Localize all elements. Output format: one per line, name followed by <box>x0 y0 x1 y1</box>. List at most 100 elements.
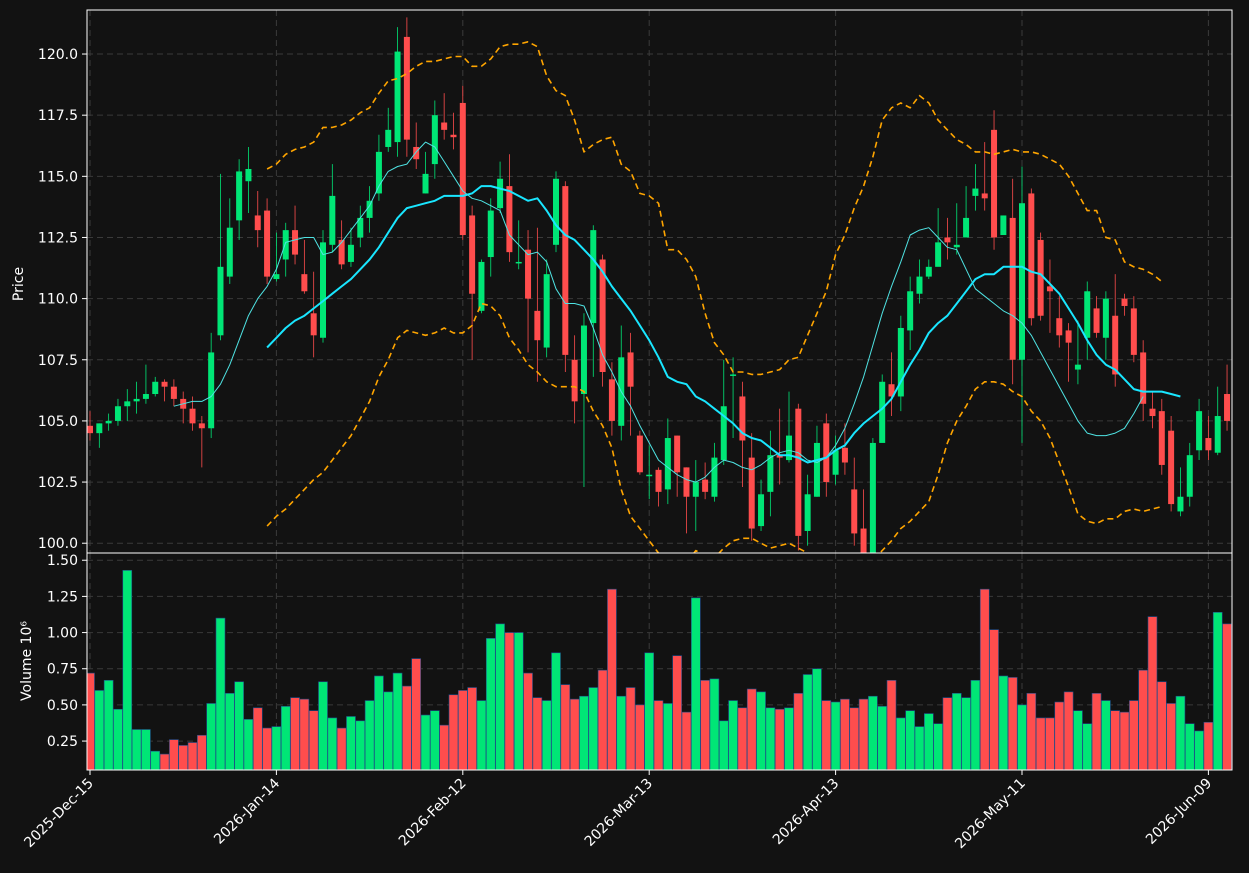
volume-bar <box>756 691 766 770</box>
volume-bar <box>271 726 282 770</box>
volume-bar <box>280 706 291 770</box>
volume-bar <box>644 652 655 770</box>
volume-bar <box>1166 703 1176 770</box>
volume-bar <box>159 753 170 770</box>
candle-body <box>1214 416 1221 453</box>
volume-bar <box>802 674 813 770</box>
candle-body <box>338 239 345 265</box>
volume-bar <box>718 720 729 770</box>
price-tick-label: 112.5 <box>38 230 78 246</box>
volume-bar <box>327 717 338 770</box>
candle-body <box>189 408 196 424</box>
candle-body <box>1168 430 1175 505</box>
volume-bar <box>290 697 300 770</box>
candle-body <box>1140 352 1147 404</box>
candle-body <box>692 482 699 497</box>
candle-body <box>636 435 643 473</box>
candle-body <box>506 186 513 253</box>
volume-y-axis: 0.25 0.50 0.75 1.00 1.25 1.50 <box>47 553 87 750</box>
volume-bar <box>1175 695 1186 770</box>
candle-body <box>431 115 438 165</box>
candle-body <box>730 374 737 376</box>
volume-bar <box>616 695 627 770</box>
moving-average-short-line <box>173 141 1144 483</box>
volume-bar <box>178 745 188 770</box>
candle-body <box>1130 308 1137 355</box>
volume-bar <box>439 724 449 770</box>
volume-bar <box>998 675 1009 770</box>
candle-body <box>916 276 923 294</box>
candle-body <box>301 274 308 292</box>
candle-body <box>571 359 578 402</box>
volume-bar <box>308 710 319 770</box>
candle-body <box>935 242 942 267</box>
volume-tick-label: 0.50 <box>47 698 78 714</box>
candle-body <box>702 479 709 492</box>
volume-bar <box>113 708 123 770</box>
volume-bar <box>504 632 515 770</box>
candle-body <box>786 435 792 461</box>
volume-bar <box>485 638 496 770</box>
candle-body <box>124 401 131 407</box>
candle-body <box>282 230 289 260</box>
candle-body <box>1028 193 1035 319</box>
volume-bar <box>103 680 114 770</box>
candle-body <box>469 215 476 294</box>
candle-body <box>1000 215 1007 236</box>
candle-body <box>655 469 662 492</box>
candle-body <box>1093 308 1100 333</box>
volume-bar <box>150 750 161 770</box>
candle-body <box>357 217 364 238</box>
candle-body <box>599 259 606 372</box>
candle-body <box>664 438 671 490</box>
candle-body <box>1196 411 1203 451</box>
candle-body <box>590 230 597 324</box>
candle-body <box>403 36 410 140</box>
volume-bar <box>1026 693 1037 770</box>
price-tick-label: 110.0 <box>38 292 78 308</box>
volume-bar <box>402 685 412 770</box>
candle-body <box>562 186 569 355</box>
volume-bar <box>187 742 198 770</box>
volume-panel: 0.25 0.50 0.75 1.00 1.25 1.50 Volume 10⁶ <box>19 552 1233 771</box>
candle-body <box>1224 394 1231 421</box>
volume-bar <box>914 726 925 770</box>
volume-bar <box>821 700 832 770</box>
candle-body <box>161 381 168 387</box>
candle-body <box>543 274 550 348</box>
candle-body <box>1102 298 1109 338</box>
volume-bar <box>700 680 710 770</box>
candle-body <box>944 237 951 243</box>
candle-body <box>879 381 886 443</box>
volume-bar <box>1119 711 1130 770</box>
candle-body <box>87 425 93 434</box>
volume-bar <box>392 672 403 770</box>
candle-body <box>105 420 112 424</box>
price-plot-area <box>87 17 1231 553</box>
candle-body <box>515 261 522 264</box>
candle-body <box>851 489 858 534</box>
volume-bar <box>1091 693 1102 770</box>
volume-bar <box>569 698 580 770</box>
candle-body <box>1205 438 1212 451</box>
volume-bar <box>318 681 328 770</box>
volume-bar <box>262 727 272 770</box>
upper-band-line <box>266 40 1163 376</box>
volume-bar <box>774 708 785 770</box>
candle-body <box>925 266 932 277</box>
volume-bar <box>243 719 254 770</box>
candle-body <box>580 325 587 395</box>
volume-tick-label: 1.50 <box>47 553 78 569</box>
volume-bar <box>905 710 915 770</box>
volume-bar <box>523 672 533 770</box>
candle-body <box>869 442 876 553</box>
volume-bar <box>709 678 720 770</box>
candle-body <box>198 423 205 429</box>
volume-bar <box>681 711 692 770</box>
candle-body <box>226 227 233 277</box>
candle-body <box>841 447 848 463</box>
volume-bar <box>886 680 897 770</box>
volume-bar <box>1110 710 1120 770</box>
volume-bar <box>830 701 841 770</box>
